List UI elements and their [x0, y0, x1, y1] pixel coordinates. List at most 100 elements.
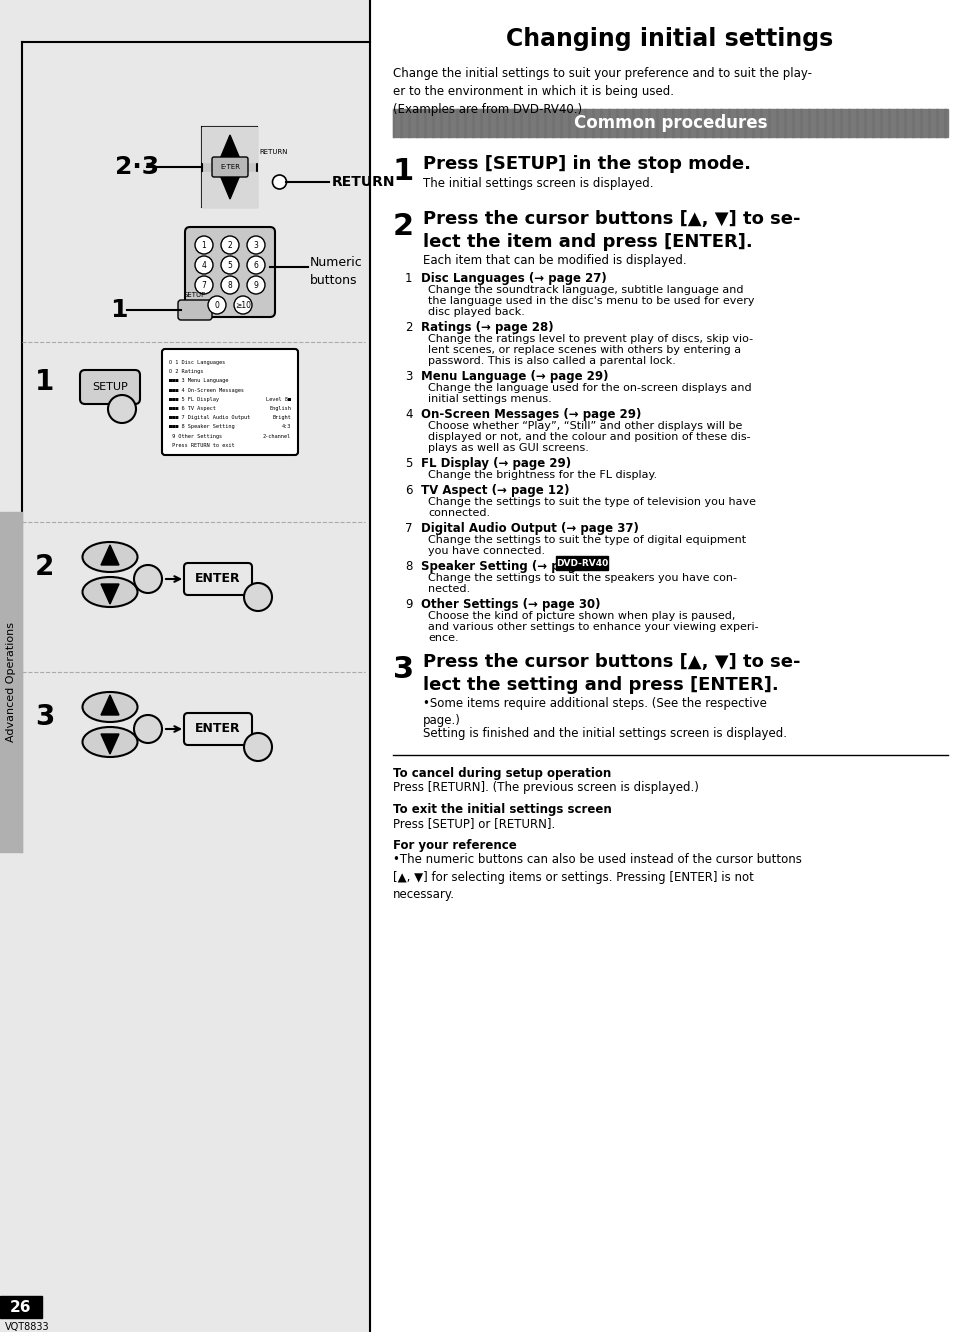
Text: Press [RETURN]. (The previous screen is displayed.): Press [RETURN]. (The previous screen is … [393, 781, 699, 794]
Bar [0, 1296, 42, 1317]
Text: plays as well as GUI screens.: plays as well as GUI screens. [428, 444, 588, 453]
FancyBboxPatch shape [184, 713, 252, 745]
Polygon shape [101, 583, 119, 603]
Text: 6: 6 [405, 484, 412, 497]
Polygon shape [220, 135, 240, 159]
Text: To cancel during setup operation: To cancel during setup operation [393, 767, 611, 781]
Text: you have connected.: you have connected. [428, 546, 544, 555]
Text: 4:3: 4:3 [281, 425, 291, 429]
Text: ENTER: ENTER [195, 722, 240, 735]
Text: 3: 3 [35, 703, 54, 731]
Text: For your reference: For your reference [393, 839, 517, 852]
Text: 8: 8 [405, 559, 412, 573]
Text: •The numeric buttons can also be used instead of the cursor buttons
[▲, ▼] for s: •The numeric buttons can also be used in… [393, 852, 801, 900]
Text: Ratings (→ page 28): Ratings (→ page 28) [420, 321, 553, 334]
Bar [0, 0, 370, 1332]
Text: initial settings menus.: initial settings menus. [428, 394, 551, 404]
Text: 9: 9 [405, 598, 412, 611]
Circle shape [244, 733, 272, 761]
Text: nected.: nected. [428, 583, 470, 594]
Text: buttons: buttons [310, 273, 357, 286]
Text: Menu Language (→ page 29): Menu Language (→ page 29) [420, 370, 608, 384]
Text: 2·3: 2·3 [115, 155, 159, 178]
FancyBboxPatch shape [178, 300, 212, 320]
Bar [202, 172, 257, 206]
Text: 1: 1 [35, 368, 54, 396]
Circle shape [244, 583, 272, 611]
Text: RETURN: RETURN [259, 149, 288, 155]
Text: Change the brightness for the FL display.: Change the brightness for the FL display… [428, 470, 657, 480]
Text: ■■■ 6 TV Aspect: ■■■ 6 TV Aspect [169, 406, 215, 412]
Text: Level 8■: Level 8■ [266, 397, 291, 402]
Text: Change the soundtrack language, subtitle language and: Change the soundtrack language, subtitle… [428, 285, 742, 294]
Circle shape [247, 256, 265, 274]
Circle shape [133, 715, 162, 743]
Text: and various other settings to enhance your viewing experi-: and various other settings to enhance yo… [428, 622, 758, 631]
Text: ■■■ 7 Digital Audio Output: ■■■ 7 Digital Audio Output [169, 416, 250, 420]
Text: Press [SETUP] in the stop mode.: Press [SETUP] in the stop mode. [422, 155, 750, 173]
Text: Changing initial settings: Changing initial settings [505, 27, 832, 51]
FancyBboxPatch shape [80, 370, 140, 404]
Text: Digital Audio Output (→ page 37): Digital Audio Output (→ page 37) [420, 522, 639, 535]
Circle shape [194, 236, 213, 254]
Text: O 1 Disc Languages: O 1 Disc Languages [169, 360, 225, 365]
Polygon shape [101, 695, 119, 715]
Text: Setting is finished and the initial settings screen is displayed.: Setting is finished and the initial sett… [422, 727, 786, 741]
Text: Press the cursor buttons [▲, ▼] to se-
lect the item and press [ENTER].: Press the cursor buttons [▲, ▼] to se- l… [422, 210, 800, 250]
Text: FL Display (→ page 29): FL Display (→ page 29) [420, 457, 571, 470]
Text: 1: 1 [405, 272, 412, 285]
Circle shape [194, 276, 213, 294]
Text: 0: 0 [214, 301, 219, 309]
Text: Change the settings to suit the type of digital equipment: Change the settings to suit the type of … [428, 535, 745, 545]
FancyBboxPatch shape [184, 563, 252, 595]
Text: 26: 26 [10, 1300, 31, 1315]
Text: 5: 5 [228, 261, 233, 269]
Text: Change the language used for the on-screen displays and: Change the language used for the on-scre… [428, 384, 751, 393]
Circle shape [194, 256, 213, 274]
Text: 2: 2 [405, 321, 412, 334]
Text: Change the ratings level to prevent play of discs, skip vio-: Change the ratings level to prevent play… [428, 334, 752, 344]
Ellipse shape [82, 542, 137, 571]
Circle shape [221, 256, 239, 274]
Text: VQT8833: VQT8833 [5, 1321, 50, 1332]
Text: DVD-RV40: DVD-RV40 [556, 558, 607, 567]
FancyBboxPatch shape [212, 157, 248, 177]
Text: 9: 9 [253, 281, 258, 289]
Text: Numeric: Numeric [310, 256, 362, 269]
Text: 3: 3 [405, 370, 412, 384]
Text: O 2 Ratings: O 2 Ratings [169, 369, 203, 374]
Polygon shape [101, 734, 119, 754]
Text: Change the settings to suit the speakers you have con-: Change the settings to suit the speakers… [428, 573, 737, 583]
Polygon shape [220, 174, 240, 198]
Text: 3: 3 [393, 655, 414, 685]
Circle shape [221, 236, 239, 254]
Text: 1: 1 [201, 241, 206, 249]
Text: password. This is also called a parental lock.: password. This is also called a parental… [428, 356, 675, 366]
Text: Change the initial settings to suit your preference and to suit the play-
er to : Change the initial settings to suit your… [393, 67, 811, 116]
Text: SETUP: SETUP [92, 382, 128, 392]
Text: ■■■ 3 Menu Language: ■■■ 3 Menu Language [169, 378, 228, 384]
Circle shape [273, 174, 286, 189]
Bar [556, 555, 607, 570]
Text: ■■■ 5 FL Display: ■■■ 5 FL Display [169, 397, 219, 402]
Text: displayed or not, and the colour and position of these dis-: displayed or not, and the colour and pos… [428, 432, 750, 442]
Ellipse shape [82, 727, 137, 757]
Text: 8: 8 [228, 281, 233, 289]
Bar [202, 127, 257, 163]
FancyBboxPatch shape [185, 226, 274, 317]
Text: Each item that can be modified is displayed.: Each item that can be modified is displa… [422, 254, 686, 266]
Circle shape [133, 565, 162, 593]
Text: 2: 2 [228, 241, 233, 249]
Text: RETURN: RETURN [331, 174, 395, 189]
Text: SETUP: SETUP [184, 292, 206, 298]
Text: 6: 6 [253, 261, 258, 269]
Text: Disc Languages (→ page 27): Disc Languages (→ page 27) [420, 272, 606, 285]
Text: Change the settings to suit the type of television you have: Change the settings to suit the type of … [428, 497, 755, 507]
Text: •Some items require additional steps. (See the respective
page.): •Some items require additional steps. (S… [422, 697, 766, 727]
Text: 2: 2 [35, 553, 54, 581]
Text: Other Settings (→ page 30): Other Settings (→ page 30) [420, 598, 599, 611]
Circle shape [108, 396, 136, 424]
Text: ■■■ 8 Speaker Setting: ■■■ 8 Speaker Setting [169, 425, 234, 429]
Text: Press [SETUP] or [RETURN].: Press [SETUP] or [RETURN]. [393, 817, 555, 830]
Text: 2: 2 [393, 212, 414, 241]
